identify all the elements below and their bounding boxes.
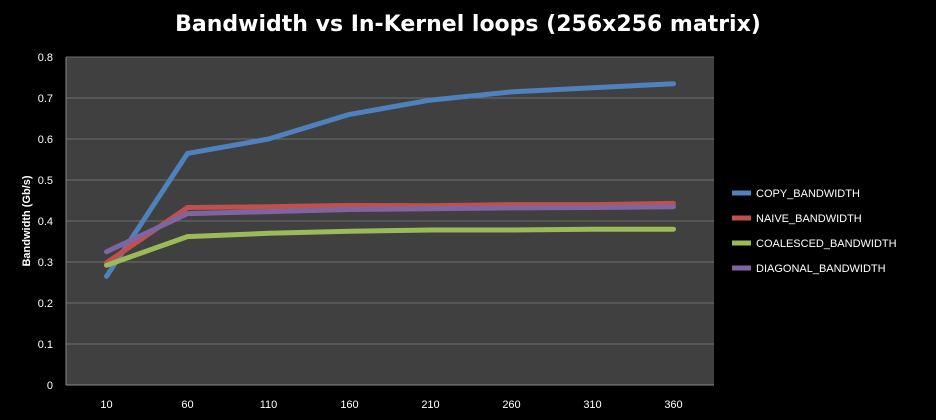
gridlines: [65, 56, 714, 386]
x-tick-label: 10: [100, 399, 112, 411]
x-tick-label: 260: [502, 399, 520, 411]
y-tick-label: 0.1: [38, 339, 53, 351]
series-line-copy-bandwidth: [104, 81, 676, 279]
x-tick-label: 160: [340, 399, 358, 411]
chart-title: Bandwidth vs In-Kernel loops (256x256 ma…: [175, 12, 761, 37]
series-line-diagonal-bandwidth: [104, 204, 676, 255]
x-tick-label: 60: [181, 399, 193, 411]
x-tick-label: 310: [583, 399, 601, 411]
y-tick-label: 0.4: [38, 216, 53, 228]
y-axis-label: Bandwidth (Gb/s): [21, 175, 33, 266]
y-tick-label: 0.3: [38, 257, 53, 269]
x-axis-ticks: 10 60 110 160 210 260 310 360: [100, 399, 682, 411]
legend-label: COALESCED_BANDWIDTH: [756, 238, 897, 250]
legend-label: NAIVE_BANDWIDTH: [756, 213, 862, 225]
series-line-coalesced-bandwidth: [104, 226, 676, 268]
series-line-naive-bandwidth: [104, 200, 676, 266]
legend: COPY_BANDWIDTH NAIVE_BANDWIDTH COALESCED_B…: [732, 188, 897, 275]
y-tick-label: 0.2: [38, 298, 53, 310]
y-tick-label: 0: [47, 380, 53, 392]
legend-label: DIAGONAL_BANDWIDTH: [756, 263, 886, 275]
y-axis-ticks: 0 0.1 0.2 0.3 0.4 0.5 0.6 0.7 0.8: [38, 52, 53, 392]
y-tick-label: 0.7: [38, 93, 53, 105]
y-tick-label: 0.6: [38, 134, 53, 146]
y-tick-label: 0.8: [38, 52, 53, 64]
series-lines: [104, 81, 676, 279]
x-tick-label: 210: [421, 399, 439, 411]
legend-label: COPY_BANDWIDTH: [756, 188, 860, 200]
x-tick-label: 110: [260, 399, 278, 411]
y-tick-label: 0.5: [38, 175, 53, 187]
x-tick-label: 360: [664, 399, 682, 411]
